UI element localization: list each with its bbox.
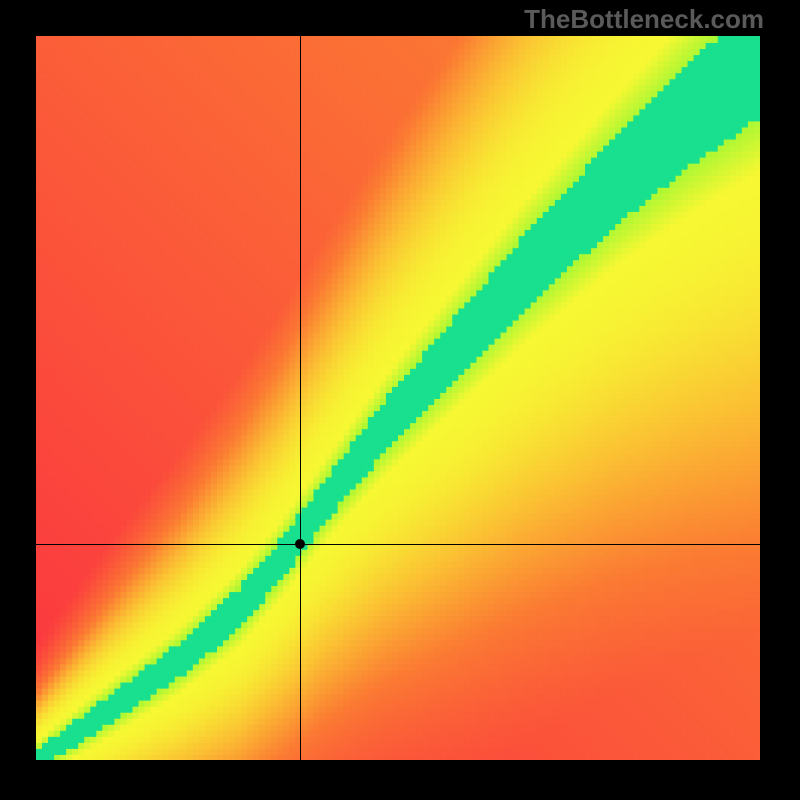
watermark-text: TheBottleneck.com (524, 4, 764, 35)
crosshair-marker (294, 538, 306, 550)
crosshair-vertical-line (300, 36, 301, 760)
bottleneck-heatmap (36, 36, 760, 760)
crosshair-horizontal-line (36, 544, 760, 545)
